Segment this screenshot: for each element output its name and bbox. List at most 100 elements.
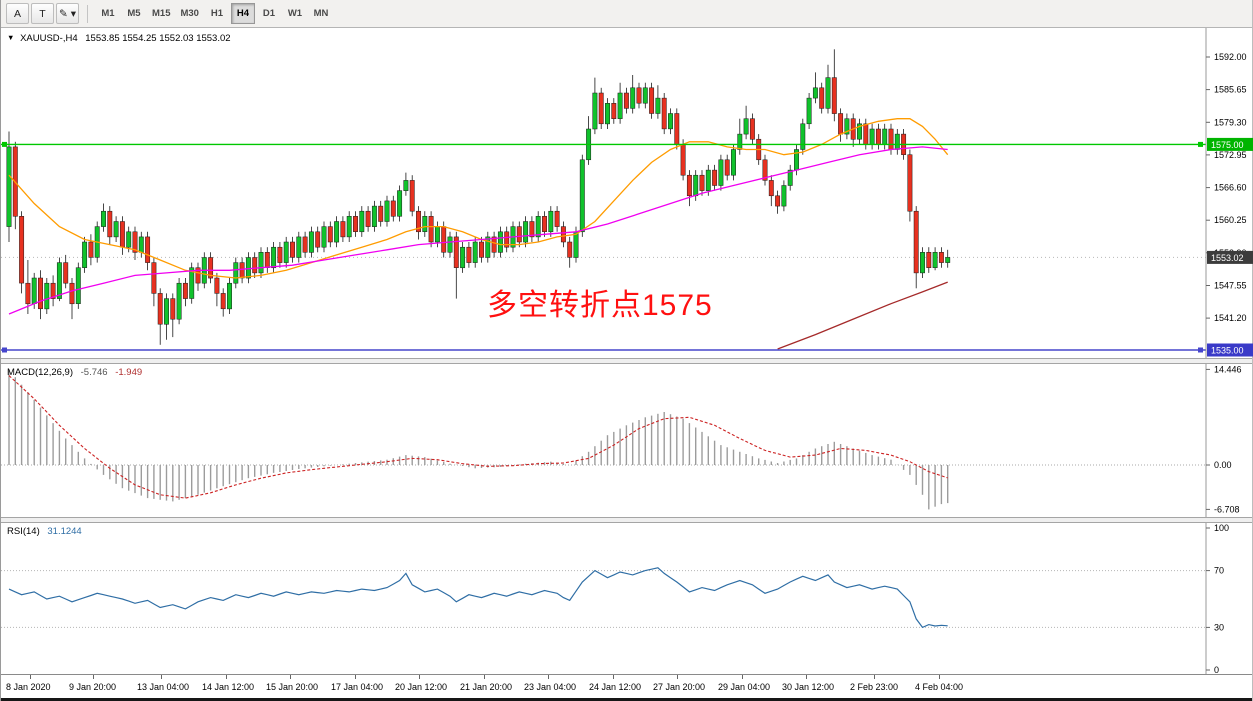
horizontal-line-1535[interactable] bbox=[1, 347, 1206, 353]
time-axis-label: 29 Jan 04:00 bbox=[718, 682, 771, 692]
candle bbox=[119, 221, 125, 248]
candle bbox=[176, 282, 182, 320]
candle bbox=[630, 87, 636, 109]
time-axis-label: 8 Jan 2020 bbox=[6, 682, 51, 692]
candle bbox=[731, 149, 736, 176]
candle bbox=[258, 252, 264, 274]
candle bbox=[705, 169, 711, 191]
time-axis-label: 30 Jan 12:00 bbox=[782, 682, 835, 692]
rsi-line bbox=[8, 567, 948, 629]
candle bbox=[365, 210, 371, 227]
time-axis-label: 27 Jan 20:00 bbox=[653, 682, 706, 692]
macd-value-signal: -1.949 bbox=[115, 367, 143, 378]
candles[interactable] bbox=[6, 49, 951, 345]
text-tool-button[interactable]: T bbox=[31, 3, 54, 24]
candle bbox=[579, 159, 585, 233]
candle bbox=[371, 205, 377, 227]
candle bbox=[932, 252, 938, 268]
macd-pane[interactable]: 14.446 0.00 -6.708 bbox=[1, 364, 1253, 517]
candle bbox=[441, 226, 447, 253]
cursor-tool-button[interactable]: A bbox=[6, 3, 29, 24]
time-axis-label: 9 Jan 20:00 bbox=[69, 682, 117, 692]
timeframe-button-w1[interactable]: W1 bbox=[283, 3, 307, 24]
time-axis-label: 21 Jan 20:00 bbox=[460, 682, 513, 692]
candle bbox=[359, 210, 365, 233]
candle bbox=[926, 252, 932, 268]
timeframe-button-h4[interactable]: H4 bbox=[230, 3, 255, 24]
time-axis-label: 14 Jan 12:00 bbox=[202, 682, 255, 692]
timeframe-button-m30[interactable]: M30 bbox=[176, 3, 202, 24]
candle bbox=[573, 231, 579, 258]
svg-text:1575.00: 1575.00 bbox=[1211, 140, 1244, 150]
candle bbox=[938, 252, 944, 263]
main-price-pane[interactable]: 1592.00 1585.65 1579.30 1572.95 1566.60 1560.… bbox=[1, 28, 1253, 358]
ma-magenta-line bbox=[8, 146, 948, 315]
candle bbox=[857, 123, 862, 140]
candle bbox=[945, 257, 951, 263]
candle bbox=[170, 298, 176, 320]
candle bbox=[838, 113, 844, 135]
time-tick bbox=[742, 675, 743, 679]
time-axis[interactable]: 8 Jan 2020 9 Jan 20:00 13 Jan 04:00 14 Jan … bbox=[1, 674, 1252, 698]
candle bbox=[151, 262, 157, 294]
rsi-pane[interactable]: 100 70 30 0 bbox=[1, 523, 1253, 674]
timeframe-button-d1[interactable]: D1 bbox=[257, 3, 281, 24]
macd-axis-label: 14.446 bbox=[1214, 364, 1242, 374]
candle bbox=[82, 241, 88, 268]
time-tick bbox=[677, 675, 678, 679]
rsi-name: RSI(14) bbox=[7, 526, 40, 537]
time-tick bbox=[806, 675, 807, 679]
candle bbox=[693, 174, 699, 197]
time-tick bbox=[939, 675, 940, 679]
price-axis-label: 1547.55 bbox=[1214, 281, 1247, 291]
candle bbox=[542, 216, 547, 232]
time-tick bbox=[93, 675, 94, 679]
candle bbox=[781, 185, 787, 207]
candle bbox=[138, 236, 144, 253]
time-axis-label: 4 Feb 04:00 bbox=[915, 682, 964, 692]
candle bbox=[346, 216, 352, 238]
candle bbox=[592, 92, 598, 130]
candle bbox=[25, 282, 31, 305]
candle bbox=[233, 262, 239, 284]
candle bbox=[132, 231, 138, 253]
candle bbox=[327, 226, 333, 243]
candle bbox=[340, 221, 346, 238]
candle bbox=[302, 236, 308, 253]
candle bbox=[775, 195, 781, 207]
candle bbox=[308, 231, 314, 253]
candle bbox=[409, 180, 415, 212]
draw-tool-button[interactable]: ✎ ▾ bbox=[56, 3, 79, 24]
timeframe-button-mn[interactable]: MN bbox=[309, 3, 333, 24]
timeframe-button-m5[interactable]: M5 bbox=[122, 3, 146, 24]
annotation-text[interactable]: 多空转折点1575 bbox=[487, 289, 713, 322]
candle bbox=[252, 257, 258, 274]
timeframe-button-m15[interactable]: M15 bbox=[148, 3, 174, 24]
candle bbox=[428, 216, 434, 243]
candle bbox=[69, 282, 75, 305]
macd-name: MACD(12,26,9) bbox=[7, 367, 73, 378]
candle bbox=[819, 87, 825, 109]
pane-separator[interactable] bbox=[1, 517, 1252, 523]
symbol-info: ▼ XAUUSD-,H4 1553.85 1554.25 1552.03 155… bbox=[7, 33, 231, 44]
collapse-arrow-icon[interactable]: ▼ bbox=[7, 33, 15, 42]
candle bbox=[680, 144, 686, 176]
candle bbox=[617, 92, 623, 119]
candle bbox=[145, 236, 151, 263]
pane-separator[interactable] bbox=[1, 358, 1252, 364]
candle bbox=[605, 103, 610, 125]
symbol-title: XAUUSD-,H4 bbox=[20, 33, 78, 44]
candle bbox=[554, 210, 560, 227]
candle bbox=[353, 216, 358, 232]
candle bbox=[315, 231, 321, 248]
timeframe-button-h1[interactable]: H1 bbox=[205, 3, 229, 24]
rsi-axis-label: 70 bbox=[1214, 566, 1224, 576]
candle bbox=[19, 216, 25, 284]
candle bbox=[50, 282, 56, 299]
horizontal-line-1575[interactable] bbox=[1, 141, 1206, 147]
timeframe-button-m1[interactable]: M1 bbox=[96, 3, 120, 24]
candle bbox=[636, 87, 642, 104]
candle bbox=[227, 282, 232, 310]
time-axis-label: 13 Jan 04:00 bbox=[137, 682, 190, 692]
